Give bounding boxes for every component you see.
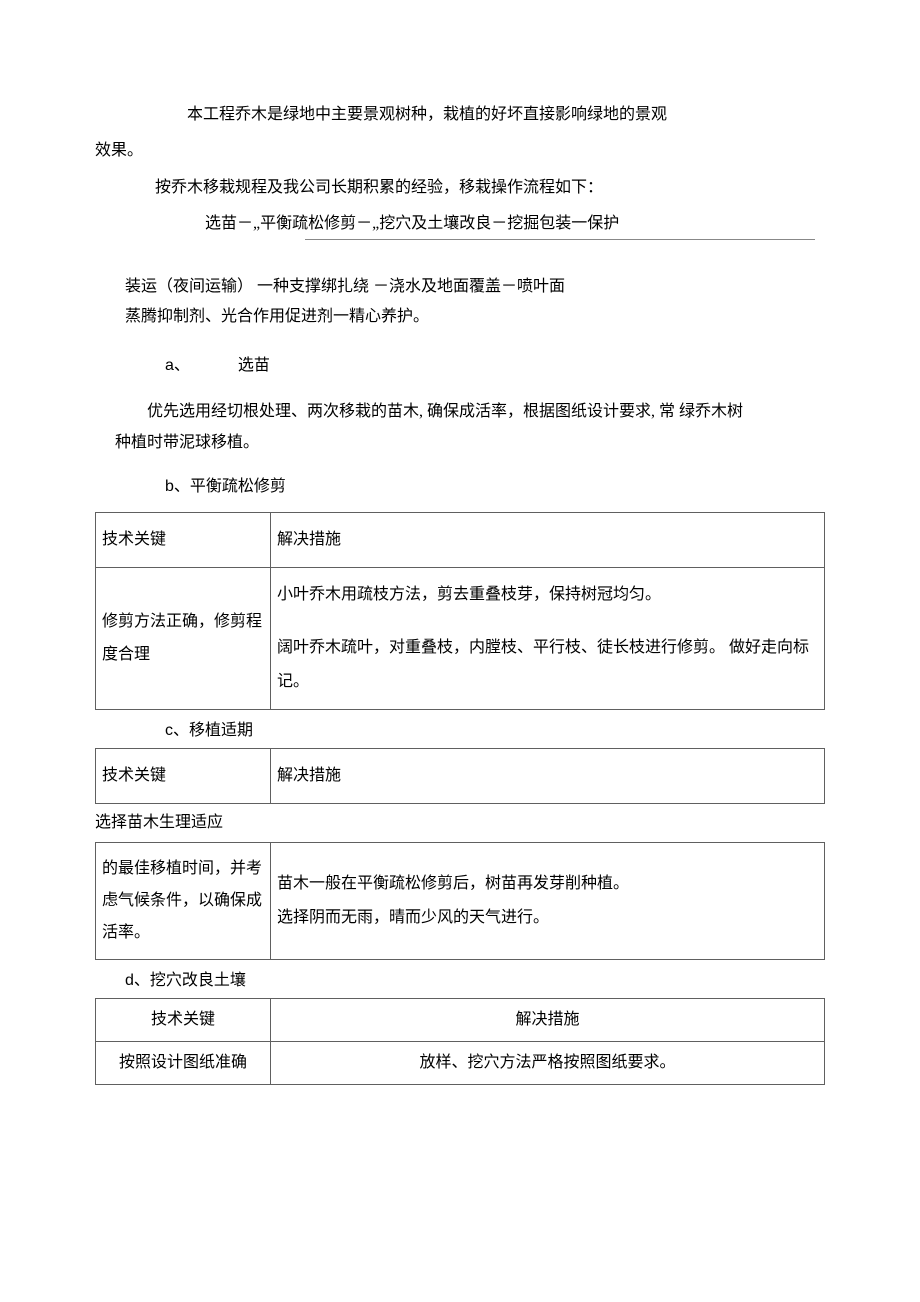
table-d: 技术关键 解决措施 按照设计图纸准确 放样、挖穴方法严格按照图纸要求。: [95, 998, 825, 1084]
section-b-label: bb、平衡疏松修剪、平衡疏松修剪: [165, 472, 825, 502]
section-a-label: a、 选苗: [165, 351, 825, 381]
table-b-header-key: 技术关键: [96, 513, 271, 568]
table-c-row2-key: 的最佳移植时间，并考虑气候条件，以确保成活率。: [96, 843, 271, 960]
table-c-row2-val: 苗木一般在平衡疏松修剪后，树苗再发芽削种植。 选择阴而无雨，晴而少风的天气进行。: [271, 843, 825, 960]
table-c-row2-val1: 苗木一般在平衡疏松修剪后，树苗再发芽削种植。: [277, 867, 818, 901]
flow-step-2: 装运（夜间运输） 一种支撑绑扎绕 －浇水及地面覆盖－喷叶面: [125, 272, 825, 302]
table-b: 技术关键 解决措施 修剪方法正确，修剪程度合理 小叶乔木用疏枝方法，剪去重叠枝芽…: [95, 512, 825, 709]
table-c-header-key: 技术关键: [96, 749, 271, 804]
table-d-row1-key: 按照设计图纸准确: [96, 1042, 271, 1085]
table-c-body: 的最佳移植时间，并考虑气候条件，以确保成活率。 苗木一般在平衡疏松修剪后，树苗再…: [95, 842, 825, 960]
table-row: 修剪方法正确，修剪程度合理 小叶乔木用疏枝方法，剪去重叠枝芽，保持树冠均匀。: [96, 567, 825, 621]
section-a-letter: a、: [165, 357, 190, 374]
intro-paragraph-1a: 本工程乔木是绿地中主要景观树种，栽植的好坏直接影响绿地的景观: [155, 100, 825, 130]
table-row: 按照设计图纸准确 放样、挖穴方法严格按照图纸要求。: [96, 1042, 825, 1085]
flow-step-1: 选苗－„平衡疏松修剪－„挖穴及土壤改良－挖掘包装一保护: [205, 209, 825, 239]
flow-underline: [295, 238, 825, 268]
table-b-row1-key: 修剪方法正确，修剪程度合理: [96, 567, 271, 709]
table-row: 技术关键 解决措施: [96, 999, 825, 1042]
table-c-row2-val2: 选择阴而无雨，晴而少风的天气进行。: [277, 901, 818, 935]
flow-step-3: 蒸腾抑制剂、光合作用促进剂一精心养护。: [125, 302, 825, 332]
table-c-header: 技术关键 解决措施: [95, 748, 825, 804]
table-row: 的最佳移植时间，并考虑气候条件，以确保成活率。 苗木一般在平衡疏松修剪后，树苗再…: [96, 843, 825, 960]
table-row: 技术关键 解决措施: [96, 513, 825, 568]
section-a-body-1: 优先选用经切根处理、两次移栽的苗木, 确保成活率，根据图纸设计要求, 常 绿乔木…: [115, 397, 825, 427]
section-c-label: c、移植适期c、移植适期: [165, 716, 825, 746]
table-c-header-val: 解决措施: [271, 749, 825, 804]
section-d-label: d、挖穴改良土壤d、挖穴改良土壤: [125, 966, 825, 996]
table-b-row1-val1: 小叶乔木用疏枝方法，剪去重叠枝芽，保持树冠均匀。: [271, 567, 825, 621]
table-d-header-val: 解决措施: [271, 999, 825, 1042]
table-row: 技术关键 解决措施: [96, 749, 825, 804]
table-d-header-key: 技术关键: [96, 999, 271, 1042]
table-c-free-line: 选择苗木生理适应: [95, 808, 825, 838]
table-b-row1-val2: 阔叶乔木疏叶，对重叠枝，内膛枝、平行枝、徒长枝进行修剪。 做好走向标记。: [271, 621, 825, 709]
intro-paragraph-1b: 效果。: [95, 136, 825, 166]
intro-paragraph-2: 按乔木移栽规程及我公司长期积累的经验，移栽操作流程如下：: [155, 173, 825, 203]
table-b-header-val: 解决措施: [271, 513, 825, 568]
section-a-title: 选苗: [238, 357, 270, 374]
section-a-body-2: 种植时带泥球移植。: [115, 428, 825, 458]
table-d-row1-val: 放样、挖穴方法严格按照图纸要求。: [271, 1042, 825, 1085]
